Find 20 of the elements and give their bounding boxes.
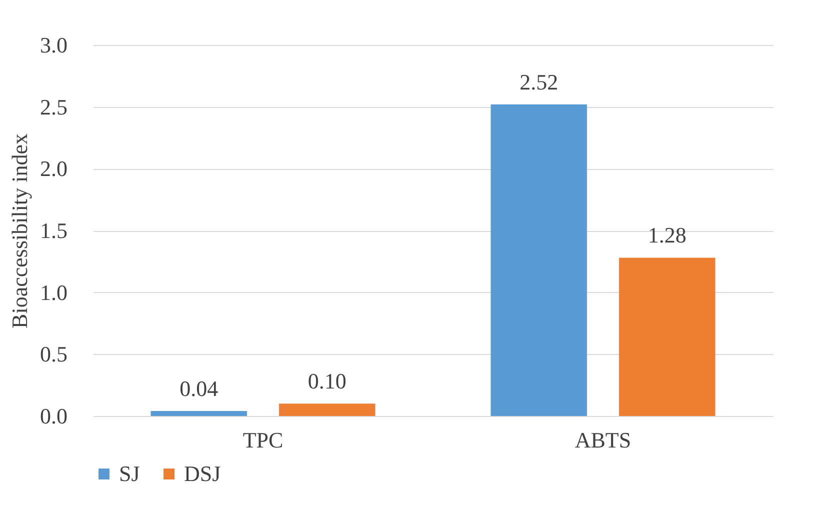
data-label: 1.28 bbox=[648, 222, 686, 248]
bar bbox=[150, 411, 247, 416]
bar bbox=[279, 404, 376, 416]
y-tick-label: 0.5 bbox=[40, 342, 68, 367]
y-tick-label: 2.5 bbox=[40, 94, 68, 120]
x-tick-label: ABTS bbox=[574, 428, 632, 452]
x-tick-label: TPC bbox=[242, 428, 284, 452]
bar bbox=[619, 258, 716, 416]
legend-label: SJ bbox=[119, 461, 140, 486]
y-axis-title: Bioaccessibility index bbox=[7, 134, 32, 328]
bar bbox=[490, 104, 587, 416]
legend-label: DSJ bbox=[184, 461, 222, 486]
y-tick-label: 1.5 bbox=[40, 218, 68, 243]
y-tick-label: 1.0 bbox=[40, 280, 68, 305]
y-tick-label: 3.0 bbox=[40, 32, 68, 58]
y-tick-label: 2.0 bbox=[40, 156, 68, 182]
data-label: 2.52 bbox=[520, 69, 558, 94]
data-label: 0.10 bbox=[308, 368, 346, 394]
data-label: 0.04 bbox=[180, 376, 218, 402]
y-tick-label: 0.0 bbox=[40, 404, 68, 428]
